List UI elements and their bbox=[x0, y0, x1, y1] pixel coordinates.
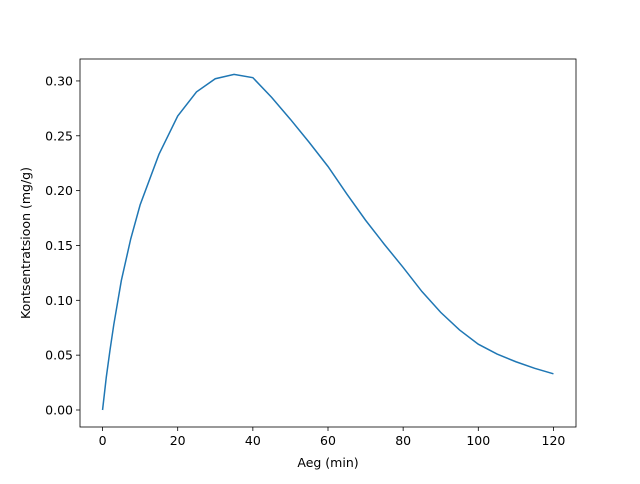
x-tick-label: 0 bbox=[99, 433, 107, 448]
y-tick-label: 0.15 bbox=[45, 238, 73, 253]
y-tick-label: 0.00 bbox=[45, 402, 73, 417]
y-tick-label: 0.30 bbox=[45, 73, 73, 88]
y-tick-label: 0.25 bbox=[45, 128, 73, 143]
x-tick-label: 40 bbox=[245, 433, 261, 448]
x-tick-label: 60 bbox=[320, 433, 336, 448]
y-axis-label: Kontsentratsioon (mg/g) bbox=[18, 167, 33, 319]
x-axis-label: Aeg (min) bbox=[297, 455, 358, 470]
y-tick-label: 0.10 bbox=[45, 293, 73, 308]
y-tick-label: 0.05 bbox=[45, 348, 73, 363]
x-tick-label: 120 bbox=[542, 433, 566, 448]
data-line bbox=[101, 73, 554, 411]
y-tick-label: 0.20 bbox=[45, 183, 73, 198]
x-tick-label: 20 bbox=[170, 433, 186, 448]
x-tick-label: 80 bbox=[395, 433, 411, 448]
x-tick-label: 100 bbox=[466, 433, 490, 448]
plot-frame bbox=[79, 58, 577, 428]
